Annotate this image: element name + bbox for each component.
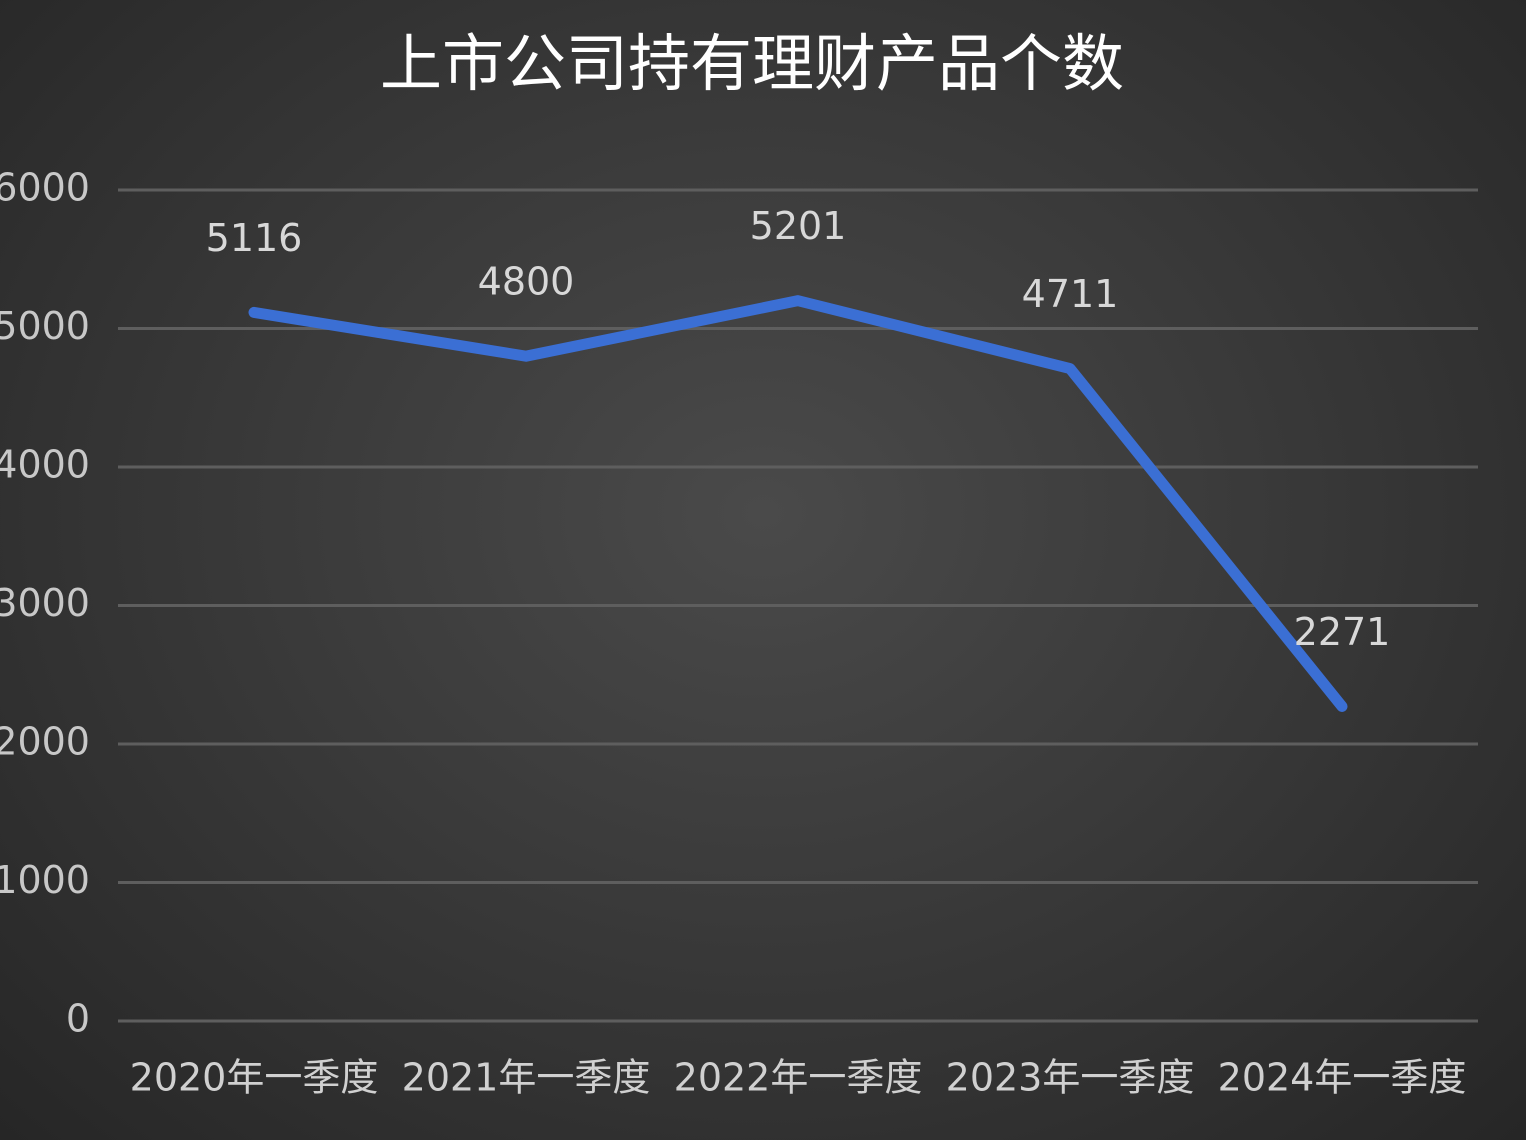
y-tick-label: 3000 — [0, 581, 90, 625]
y-tick-label: 0 — [66, 997, 90, 1041]
y-tick-label: 1000 — [0, 858, 90, 902]
x-tick-label: 2023年一季度 — [946, 1056, 1195, 1100]
y-tick-label: 5000 — [0, 304, 90, 348]
x-tick-label: 2021年一季度 — [402, 1056, 651, 1100]
x-tick-label: 2020年一季度 — [130, 1056, 379, 1100]
data-label: 4711 — [1022, 272, 1119, 316]
line-series — [248, 295, 1348, 712]
chart-title: 上市公司持有理财产品个数 — [380, 27, 1124, 100]
y-tick-label: 4000 — [0, 443, 90, 487]
data-label: 2271 — [1294, 610, 1391, 654]
y-tick-label: 2000 — [0, 720, 90, 764]
x-tick-label: 2024年一季度 — [1218, 1056, 1467, 1100]
x-tick-label: 2022年一季度 — [674, 1056, 923, 1100]
y-tick-label: 6000 — [0, 166, 90, 210]
data-label: 5201 — [750, 204, 847, 248]
data-label: 5116 — [206, 216, 303, 260]
data-label: 4800 — [478, 260, 575, 304]
